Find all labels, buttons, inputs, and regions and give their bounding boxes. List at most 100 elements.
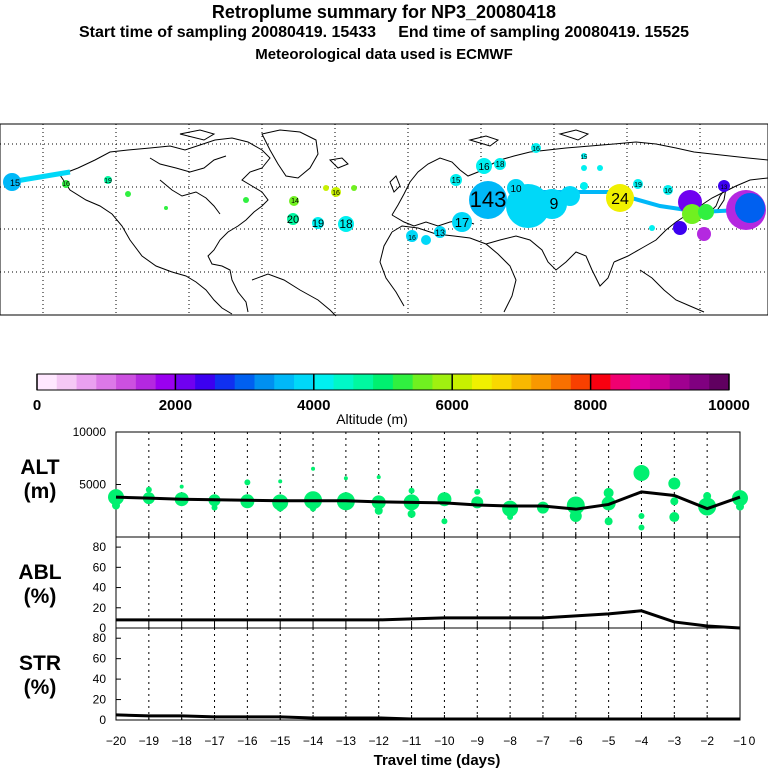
plume-marker: [682, 204, 702, 224]
plume-marker: [164, 206, 168, 210]
map-frame: [0, 123, 768, 316]
alt-scatter-point: [112, 501, 120, 510]
plume-label: 15: [452, 176, 461, 185]
colorbar-cell: [313, 374, 335, 390]
plume-marker: [597, 165, 603, 171]
plume-label: 15: [581, 155, 588, 161]
alt-scatter-point: [278, 479, 283, 484]
plume-marker: [450, 174, 462, 186]
x-tick-label: −9: [470, 734, 484, 748]
colorbar-cell: [96, 374, 117, 390]
colorbar-tick-label: 4000: [297, 397, 330, 414]
plume-marker: [323, 185, 329, 191]
alt-ytick-label: 5000: [79, 478, 106, 492]
colorbar-cells: [37, 374, 730, 390]
colorbar-cell: [37, 374, 58, 390]
x-tick-label: −13: [336, 734, 357, 748]
plume-marker: [434, 226, 446, 238]
plume-label: 16: [478, 162, 490, 173]
plume-marker: [698, 204, 714, 220]
abl-frame: [115, 536, 741, 629]
x-tick-label: −19: [139, 734, 160, 748]
abl-ytick-label: 80: [93, 540, 107, 554]
x-tick-label: −7: [536, 734, 550, 748]
x-tick-label: −17: [204, 734, 225, 748]
colorbar-cell: [669, 374, 690, 390]
alt-scatter-point: [343, 476, 348, 481]
alt-scatter-point: [703, 492, 712, 501]
plume-marker: [62, 180, 70, 188]
colorbar-tick-label: 8000: [574, 397, 607, 414]
colorbar-cell: [531, 374, 552, 390]
alt-scatter-point: [604, 517, 613, 526]
alt-label-line2: (m): [24, 480, 57, 503]
plume-label: 24: [611, 191, 629, 208]
colorbar-ticks: 0 2000 4000 6000 8000 10000: [33, 374, 750, 414]
colorbar-cell: [511, 374, 532, 390]
plume-marker: [718, 180, 730, 192]
alt-scatter-point: [603, 487, 614, 498]
alt-scatter-point: [374, 506, 383, 515]
plume-label: 10: [510, 184, 522, 195]
plume-label: 19: [634, 182, 642, 189]
str-label-line2: (%): [24, 676, 57, 699]
x-tick-label: −18: [172, 734, 193, 748]
plume-label: 16: [332, 190, 340, 197]
plume-marker: [125, 191, 131, 197]
x-tick-label: 0: [749, 734, 756, 748]
abl-ytick-label: 20: [93, 601, 107, 615]
plume-marker: [287, 213, 299, 225]
colorbar-cell: [214, 374, 236, 390]
x-axis-label: Travel time (days): [374, 752, 501, 768]
plume-marker: [312, 217, 324, 229]
plume-marker: [649, 225, 655, 231]
colorbar-cell: [76, 374, 97, 390]
plume-marker: [469, 181, 507, 219]
plume-marker: [633, 179, 643, 189]
plume-marker: [421, 235, 431, 245]
alt-scatter-point: [408, 487, 415, 494]
colorbar-cell: [373, 374, 394, 390]
plume-marker: [580, 182, 588, 190]
alt-scatter-point: [276, 503, 285, 512]
x-tick-label: −12: [369, 734, 390, 748]
alt-scatter-point: [407, 509, 416, 518]
plume-marker: [560, 186, 580, 206]
alt-scatter-point: [376, 475, 381, 480]
plume-marker: [663, 185, 673, 195]
x-tick-label: −8: [503, 734, 517, 748]
str-ytick-label: 60: [93, 652, 107, 666]
x-tick-label: −5: [602, 734, 616, 748]
colorbar-cell: [590, 374, 611, 390]
plume-marker: [331, 187, 341, 197]
alt-scatter-point: [211, 504, 218, 511]
alt-ytick-label: 10000: [73, 425, 107, 439]
colorbar-cell: [175, 374, 196, 390]
plume-label: 18: [339, 217, 353, 231]
plume-label: 16: [532, 146, 540, 153]
colorbar-cell: [689, 374, 710, 390]
colorbar-cell: [333, 374, 354, 390]
alt-frame: [115, 431, 741, 538]
str-ytick-label: 20: [93, 693, 107, 707]
page-title: Retroplume summary for NP3_20080418: [211, 2, 557, 22]
alt-scatter-point: [670, 497, 679, 506]
str-ytick-label: 40: [93, 672, 107, 686]
colorbar-cell: [155, 374, 176, 390]
colorbar-tick-label: 10000: [708, 397, 750, 414]
plume-label: 143: [470, 187, 507, 212]
colorbar-cell: [353, 374, 374, 390]
alt-scatter-point: [668, 477, 681, 490]
colorbar-cell: [56, 374, 78, 390]
plume-marker: [406, 230, 418, 242]
plume-label: 18: [496, 160, 505, 169]
plume-labels: 15 16 19 14 16 20 19 18 16 13 17 15 16 18 143 10 9 24 19 16…: [10, 146, 728, 242]
plume-markers: [3, 143, 766, 245]
alt-scatter-point: [736, 502, 744, 511]
colorbar-cell: [392, 374, 414, 390]
plume-marker: [104, 176, 112, 184]
plume-label: 14: [291, 198, 299, 205]
plume-label: 16: [664, 188, 672, 195]
colorbar-cell: [412, 374, 433, 390]
colorbar-cell: [610, 374, 631, 390]
